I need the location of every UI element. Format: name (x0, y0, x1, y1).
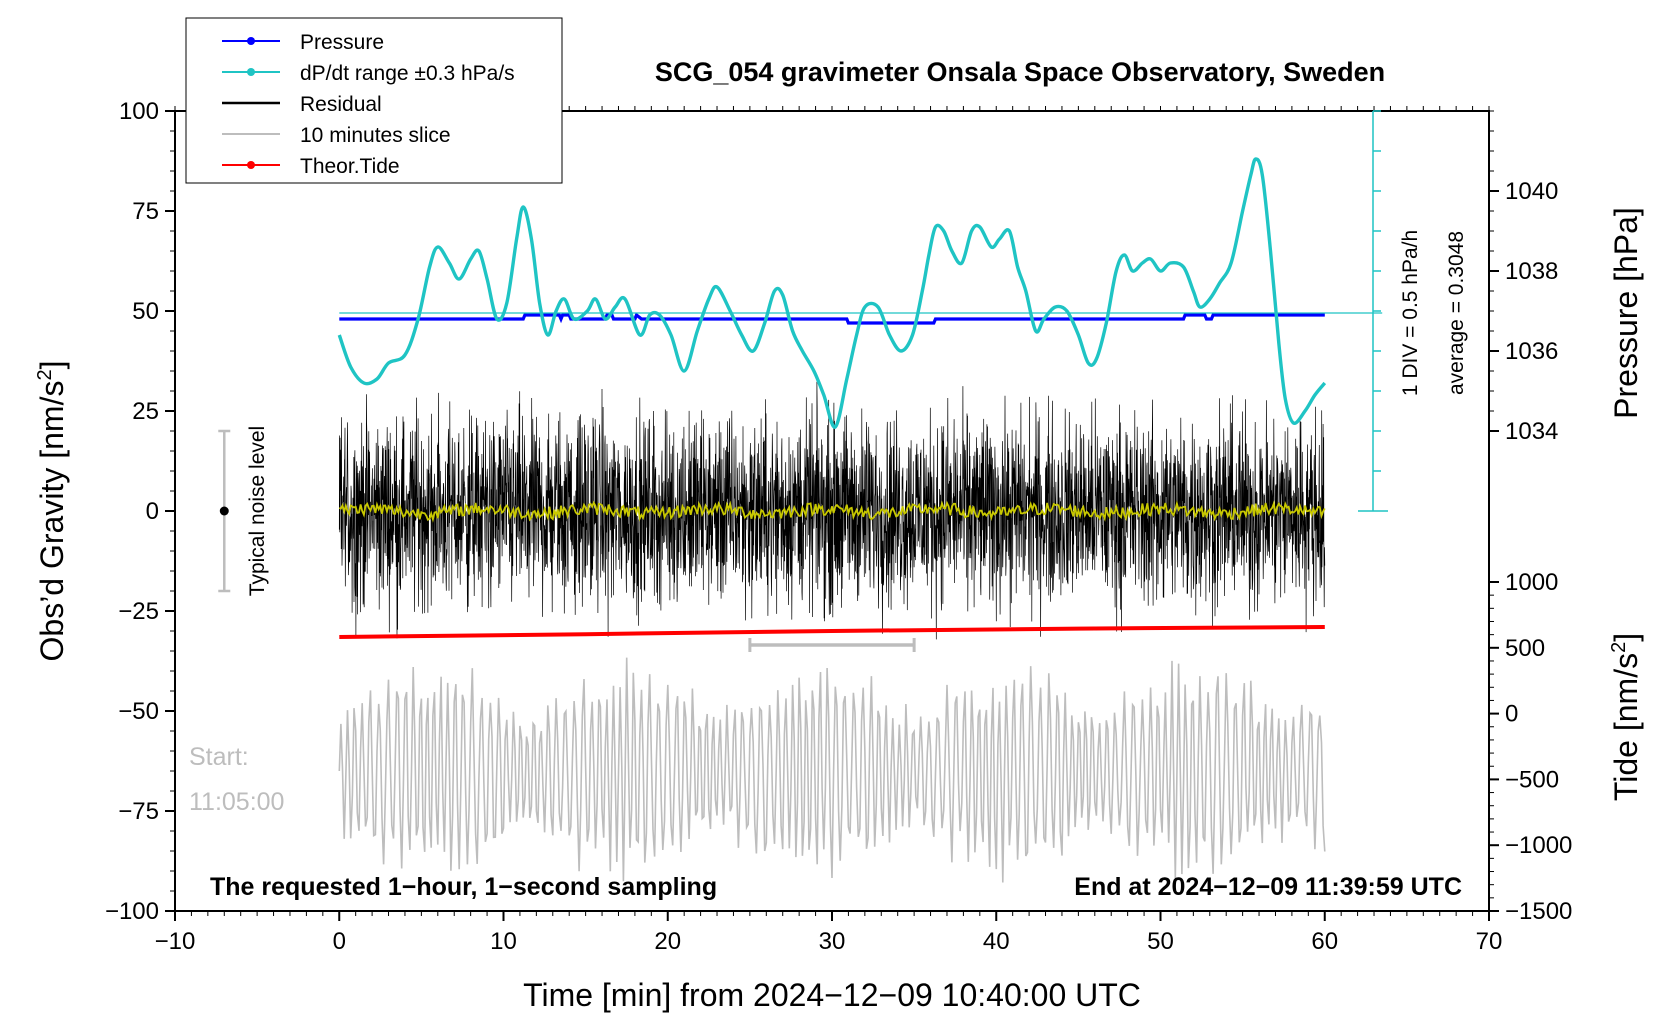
legend-label: Residual (300, 93, 382, 116)
x-tick-label: 10 (490, 928, 517, 955)
pressure-tick-label: 1034 (1505, 418, 1558, 445)
y-axis-title-tide: Tide [nm/s2] (1608, 633, 1644, 801)
noise-center-dot (219, 506, 229, 516)
x-tick-label: 30 (819, 928, 846, 955)
legend-label: 10 minutes slice (300, 124, 451, 147)
y-axis-title-left: Obs’d Gravity [nm/s2] (34, 361, 70, 662)
scale-div-label: 1 DIV = 0.5 hPa/h (1399, 230, 1422, 396)
tide-series-line (339, 625, 1325, 639)
x-tick-label: 40 (983, 928, 1010, 955)
y-tick-label: 50 (132, 298, 159, 325)
y-tick-label: 100 (119, 98, 159, 125)
tide-tick-label: 1000 (1505, 569, 1558, 596)
tide-tick-label: 500 (1505, 635, 1545, 662)
pressure-series-line (339, 312, 1325, 325)
slice-series-line (338, 657, 1326, 883)
tide-tick-label: −1000 (1505, 832, 1572, 859)
residual-series-line (338, 381, 1326, 640)
x-axis-title: Time [min] from 2024−12−09 10:40:00 UTC (523, 977, 1141, 1013)
legend-label: Theor.Tide (300, 155, 400, 178)
pressure-tick-label: 1036 (1505, 338, 1558, 365)
legend-marker (247, 37, 255, 45)
tide-tick-label: −1500 (1505, 898, 1572, 925)
legend-box (185, 17, 563, 184)
y-tick-label: −25 (118, 598, 159, 625)
pressure-tick-label: 1040 (1505, 178, 1558, 205)
y-tick-label: 25 (132, 398, 159, 425)
x-tick-label: 0 (333, 928, 346, 955)
residual-smooth-line (339, 500, 1326, 523)
legend-marker (247, 68, 255, 76)
y-axis-title-pressure: Pressure [hPa] (1608, 207, 1644, 419)
x-tick-label: −10 (155, 928, 196, 955)
dpdt-scale-bar (1358, 110, 1388, 512)
pressure-tick-label: 1038 (1505, 258, 1558, 285)
y-tick-label: −50 (118, 698, 159, 725)
x-tick-label: 70 (1476, 928, 1503, 955)
start-label: Start: (189, 743, 249, 771)
end-time-note: End at 2024−12−09 11:39:59 UTC (1074, 873, 1462, 901)
tide-tick-label: 0 (1505, 701, 1518, 728)
x-tick-label: 60 (1311, 928, 1338, 955)
noise-level-label: Typical noise level (246, 426, 269, 596)
y-tick-label: 0 (146, 498, 159, 525)
x-tick-label: 50 (1147, 928, 1174, 955)
tide-tick-label: −500 (1505, 766, 1559, 793)
x-tick-label: 20 (654, 928, 681, 955)
y-tick-label: −75 (118, 798, 159, 825)
legend-label: Pressure (300, 31, 384, 54)
start-time: 11:05:00 (189, 788, 284, 816)
y-tick-label: −100 (105, 898, 159, 925)
legend-marker (247, 161, 255, 169)
legend: Pressure dP/dt range ±0.3 hPa/s Residual 10… (185, 17, 563, 184)
legend-label: dP/dt range ±0.3 hPa/s (300, 62, 515, 85)
sampling-note: The requested 1−hour, 1−second sampling (210, 873, 717, 901)
y-tick-label: 75 (132, 198, 159, 225)
chart-title: SCG_054 gravimeter Onsala Space Observat… (655, 57, 1385, 87)
dpdt-series-line (337, 157, 1327, 429)
scale-average-label: average = 0.3048 (1445, 231, 1468, 395)
